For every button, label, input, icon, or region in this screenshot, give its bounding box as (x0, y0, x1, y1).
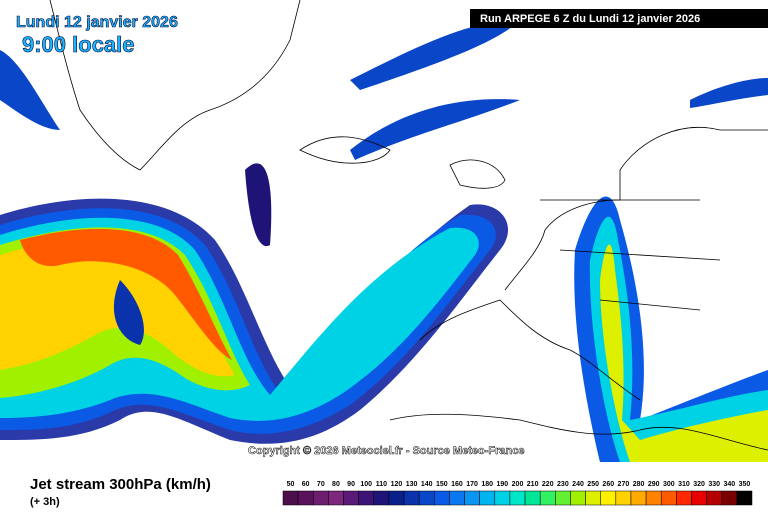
map (0, 0, 768, 462)
legend-swatch (449, 490, 465, 506)
copyright: Copyright © 2026 Meteociel.fr - Source M… (248, 445, 524, 457)
legend-label: 70 (317, 481, 325, 488)
legend-swatch (691, 490, 707, 506)
legend-swatch (388, 490, 405, 506)
legend-label: 260 (602, 481, 614, 488)
legend-swatch (615, 490, 632, 506)
legend-label: 190 (497, 481, 509, 488)
legend-label: 200 (512, 481, 524, 488)
legend-swatch (282, 490, 299, 506)
legend-label: 290 (648, 481, 660, 488)
legend-swatch (645, 490, 662, 506)
legend-swatch (736, 490, 753, 506)
legend-swatch (630, 490, 647, 506)
legend-label: 240 (572, 481, 584, 488)
legend-label: 160 (451, 481, 463, 488)
legend-label: 270 (618, 481, 630, 488)
run-label: Run ARPEGE 6 Z du Lundi 12 janvier 2026 (480, 13, 700, 25)
legend-label: 220 (542, 481, 554, 488)
legend-label: 140 (421, 481, 433, 488)
legend-swatch (328, 490, 344, 506)
legend-label: 330 (708, 481, 720, 488)
run-box (470, 9, 768, 28)
legend-label: 280 (633, 481, 645, 488)
legend-swatch (721, 490, 738, 506)
legend: 50 60 70 80 90 100 110 120 130 140 150 160 170 180 190… (282, 481, 753, 506)
legend-label: 300 (663, 481, 675, 488)
legend-label: 320 (693, 481, 705, 488)
legend-swatch (343, 490, 359, 506)
legend-swatch (555, 490, 571, 506)
legend-label: 350 (739, 481, 751, 488)
legend-label: 120 (391, 481, 403, 488)
legend-label: 110 (376, 481, 387, 488)
footer-title: Jet stream 300hPa (km/h) (30, 476, 211, 493)
legend-swatch (509, 490, 526, 506)
legend-label: 90 (347, 481, 355, 488)
legend-label: 150 (436, 481, 448, 488)
legend-label: 250 (587, 481, 599, 488)
time: 9:00 locale (22, 32, 135, 57)
legend-swatch (494, 490, 511, 506)
legend-label: 230 (557, 481, 569, 488)
legend-label: 130 (406, 481, 418, 488)
legend-swatch (434, 490, 450, 506)
legend-label: 80 (332, 481, 340, 488)
legend-swatch (585, 490, 601, 506)
legend-swatch (706, 490, 722, 506)
legend-label: 340 (723, 481, 735, 488)
legend-swatch (660, 490, 677, 506)
coastlines (49, 0, 768, 451)
legend-label: 210 (527, 481, 539, 488)
legend-label: 50 (287, 481, 295, 488)
legend-swatch (358, 490, 375, 506)
legend-swatch (464, 490, 480, 506)
jet-stream (0, 20, 768, 462)
legend-swatch (600, 490, 617, 506)
legend-label: 180 (481, 481, 493, 488)
legend-swatch (524, 490, 541, 506)
legend-label: 310 (678, 481, 690, 488)
legend-swatch (373, 490, 390, 506)
legend-swatch (570, 490, 586, 506)
date: Lundi 12 janvier 2026 (16, 14, 178, 31)
legend-swatch (676, 490, 692, 506)
legend-swatch (418, 490, 435, 506)
legend-swatch (479, 490, 496, 506)
legend-swatch (539, 490, 556, 506)
legend-label: 60 (302, 481, 310, 488)
legend-label: 100 (360, 481, 372, 488)
footer-lead: (+ 3h) (30, 496, 60, 508)
legend-swatch (403, 490, 420, 506)
legend-swatch (297, 490, 314, 506)
legend-label: 170 (466, 481, 478, 488)
legend-swatch (313, 490, 329, 506)
